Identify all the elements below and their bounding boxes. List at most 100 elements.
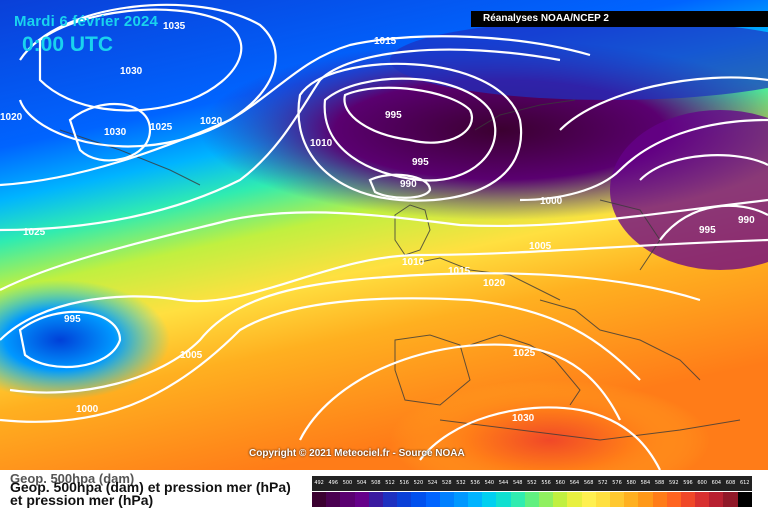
legend-top-cell <box>624 476 639 491</box>
legend-color-cell <box>652 492 667 507</box>
legend-top-cell <box>453 476 469 491</box>
isobar-label: 995 <box>699 225 716 236</box>
legend-tick-label: 580 <box>626 480 636 486</box>
isobar-label: 1035 <box>163 21 186 32</box>
legend-top-cell <box>368 476 383 491</box>
legend-color-cell <box>340 492 355 507</box>
legend-tick-label: 600 <box>697 480 707 486</box>
legend-color-cell <box>312 492 327 507</box>
legend-top-cell <box>425 476 440 491</box>
legend-color-cell <box>368 492 383 507</box>
legend-tick-label: 540 <box>484 480 495 486</box>
legend-top-cell <box>326 476 341 491</box>
legend-top-cell <box>652 476 667 491</box>
legend-tick-label: 492 <box>314 480 324 486</box>
legend-tick-label: 536 <box>470 480 480 486</box>
isobar-label: 1020 <box>0 112 23 123</box>
isobar-labels: 1035 1030 1020 1030 1025 1020 1015 995 1… <box>0 21 755 424</box>
legend-tick-label: 564 <box>569 480 580 486</box>
high-pressure-shade-med <box>390 380 710 470</box>
legend-tick-label: 524 <box>427 480 438 486</box>
legend-top-cell <box>581 476 596 491</box>
legend-tick-label: 552 <box>527 480 537 486</box>
legend-top-cell <box>382 476 398 491</box>
legend-color-cell <box>425 492 440 507</box>
legend-color-cell <box>553 492 568 507</box>
legend-tick-label: 584 <box>640 480 651 486</box>
legend-top-cell <box>411 476 426 491</box>
jet-shade <box>390 20 768 100</box>
legend-tick-label: 532 <box>456 480 466 486</box>
legend-top-cell <box>312 476 327 491</box>
legend-tick-label: 504 <box>356 480 367 486</box>
isobar-label: 1015 <box>374 36 397 47</box>
legend-color-cell <box>680 492 696 507</box>
isobar-label: 995 <box>64 314 81 325</box>
legend-tick-label: 556 <box>541 480 551 486</box>
legend-top-cell <box>439 476 454 491</box>
color-scale-legend: 492 496 500 504 508 512 516 520 524 528 532 536 540 5… <box>312 476 752 507</box>
legend-top-cell <box>567 476 582 491</box>
legend-color-cell <box>539 492 554 507</box>
legend-color-cell <box>524 492 539 507</box>
legend-tick-label: 520 <box>413 480 424 486</box>
legend-color-cell <box>468 492 483 507</box>
isobar-label: 1020 <box>483 278 506 289</box>
legend-color-cell <box>624 492 639 507</box>
legend-top-cell <box>709 476 724 491</box>
legend-tick-label: 588 <box>654 480 665 486</box>
legend-color-cell <box>595 492 610 507</box>
legend-color-cell <box>609 492 625 507</box>
legend-top-cell <box>468 476 483 491</box>
legend-tick-label: 604 <box>711 480 722 486</box>
legend-color-cell <box>496 492 511 507</box>
map-canvas: 1035 1030 1020 1030 1025 1020 1015 995 1… <box>0 0 768 470</box>
caption-bottom: et pression mer (hPa) <box>10 492 154 508</box>
isobar-label: 1030 <box>120 66 143 77</box>
legend-top-cell <box>723 476 738 491</box>
date-label: Mardi 6 février 2024 <box>14 13 159 30</box>
legend-color-cell <box>510 492 525 507</box>
isobar-label: 1015 <box>448 266 471 277</box>
isobar-label: 1010 <box>402 257 425 268</box>
source-banner: Réanalyses NOAA/NCEP 2 <box>471 11 768 27</box>
isobar-label: 990 <box>400 179 417 190</box>
legend-color-cell <box>709 492 724 507</box>
legend-top-cell <box>496 476 511 491</box>
legend-top-bar <box>312 476 752 491</box>
legend-color-cell <box>695 492 710 507</box>
legend-top-cell <box>595 476 610 491</box>
legend-tick-label: 528 <box>442 480 452 486</box>
legend-tick-label: 608 <box>725 480 736 486</box>
legend-tick-label: 548 <box>512 480 523 486</box>
legend-tick-label: 572 <box>598 480 608 486</box>
legend-tick-label: 500 <box>342 480 353 486</box>
legend-tick-label: 508 <box>371 480 381 486</box>
legend-top-cell <box>539 476 554 491</box>
low-pressure-shade-atlantic <box>0 280 170 400</box>
caption-top: Geop. 500hpa (dam) <box>10 471 135 486</box>
time-label: 0:00 UTC <box>22 33 114 56</box>
legend-top-cell <box>695 476 710 491</box>
isobar-label: 1000 <box>540 196 563 207</box>
legend-color-bar <box>312 492 752 507</box>
isobar-label: 995 <box>412 157 429 168</box>
legend-color-cell <box>453 492 469 507</box>
isobar-label: 1020 <box>200 116 223 127</box>
legend-top-cell <box>397 476 412 491</box>
legend-top-cell <box>524 476 539 491</box>
legend-color-cell <box>397 492 412 507</box>
legend-color-cell <box>581 492 596 507</box>
isobar-label: 1025 <box>513 348 536 359</box>
legend-tick-label: 576 <box>612 480 622 486</box>
isobar-label: 1000 <box>76 404 99 415</box>
legend-tick-label: 516 <box>399 480 409 486</box>
legend-top-cell <box>680 476 696 491</box>
legend-color-cell <box>439 492 454 507</box>
isobar-label: 1005 <box>529 241 552 252</box>
isobar-label: 1010 <box>310 138 333 149</box>
legend-color-cell <box>638 492 653 507</box>
isobar-lines <box>0 3 768 470</box>
legend-tick-label: 544 <box>498 480 509 486</box>
isobar-label: 1030 <box>104 127 127 138</box>
